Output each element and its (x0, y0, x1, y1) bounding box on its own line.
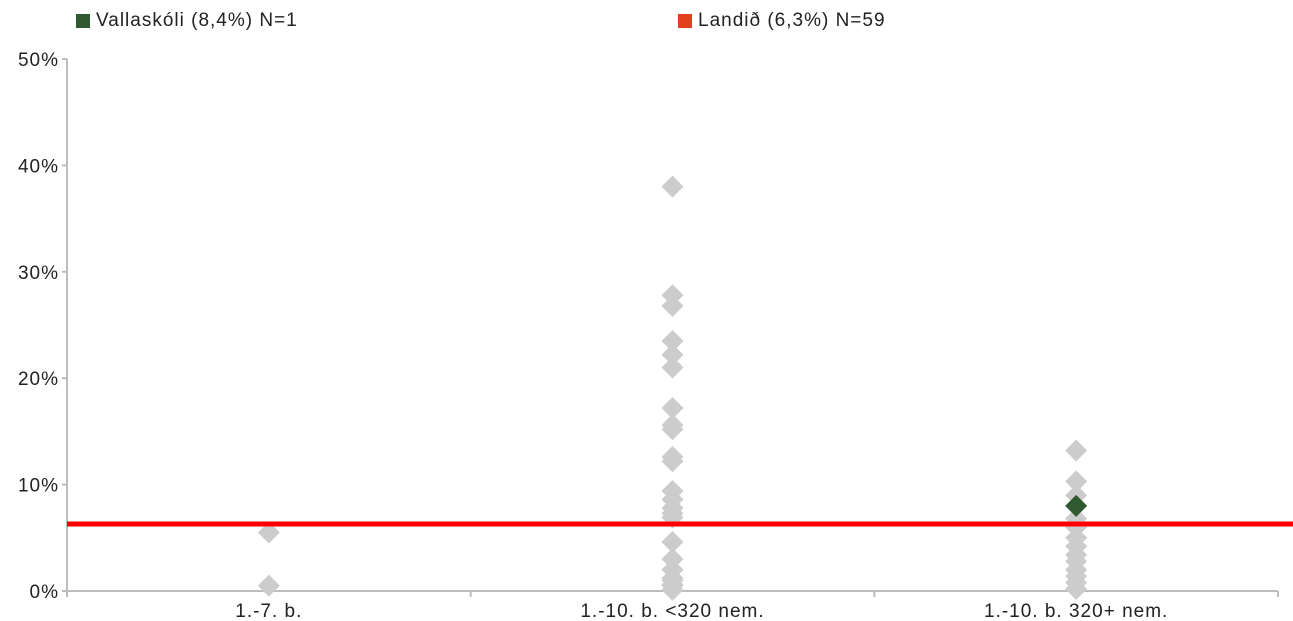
y-tick-label: 50% (18, 50, 59, 71)
data-point (661, 450, 684, 473)
y-tick-label: 20% (18, 369, 59, 390)
data-point (661, 578, 684, 601)
data-point (1065, 577, 1088, 600)
data-point (1065, 439, 1088, 462)
y-tick-label: 0% (30, 582, 59, 603)
data-point (661, 294, 684, 317)
data-point (257, 574, 280, 597)
x-tick-label: 1.-7. b. (235, 601, 302, 621)
legend-item-vallaskoli: Vallaskóli (8,4%) N=1 (76, 8, 298, 34)
legend-swatch-vallaskoli (76, 14, 90, 28)
legend-label-vallaskoli: Vallaskóli (8,4%) N=1 (96, 10, 298, 31)
y-tick-label: 40% (18, 156, 59, 177)
data-point-vallaskoli (1065, 494, 1088, 517)
data-point (661, 531, 684, 554)
data-point (661, 356, 684, 379)
legend-item-landid: Landið (6,3%) N=59 (678, 8, 886, 34)
data-point (661, 396, 684, 419)
legend-label-landid: Landið (6,3%) N=59 (698, 10, 886, 31)
legend-swatch-landid (678, 14, 692, 28)
data-point (661, 175, 684, 198)
data-point (661, 329, 684, 352)
x-tick-label: 1.-10. b. <320 nem. (580, 601, 764, 621)
data-point (661, 343, 684, 366)
x-tick-label: 1.-10. b. 320+ nem. (984, 601, 1168, 621)
data-point (661, 418, 684, 441)
y-tick-label: 10% (18, 476, 59, 497)
data-point (257, 521, 280, 544)
y-tick-label: 30% (18, 263, 59, 284)
data-point (1065, 470, 1088, 493)
